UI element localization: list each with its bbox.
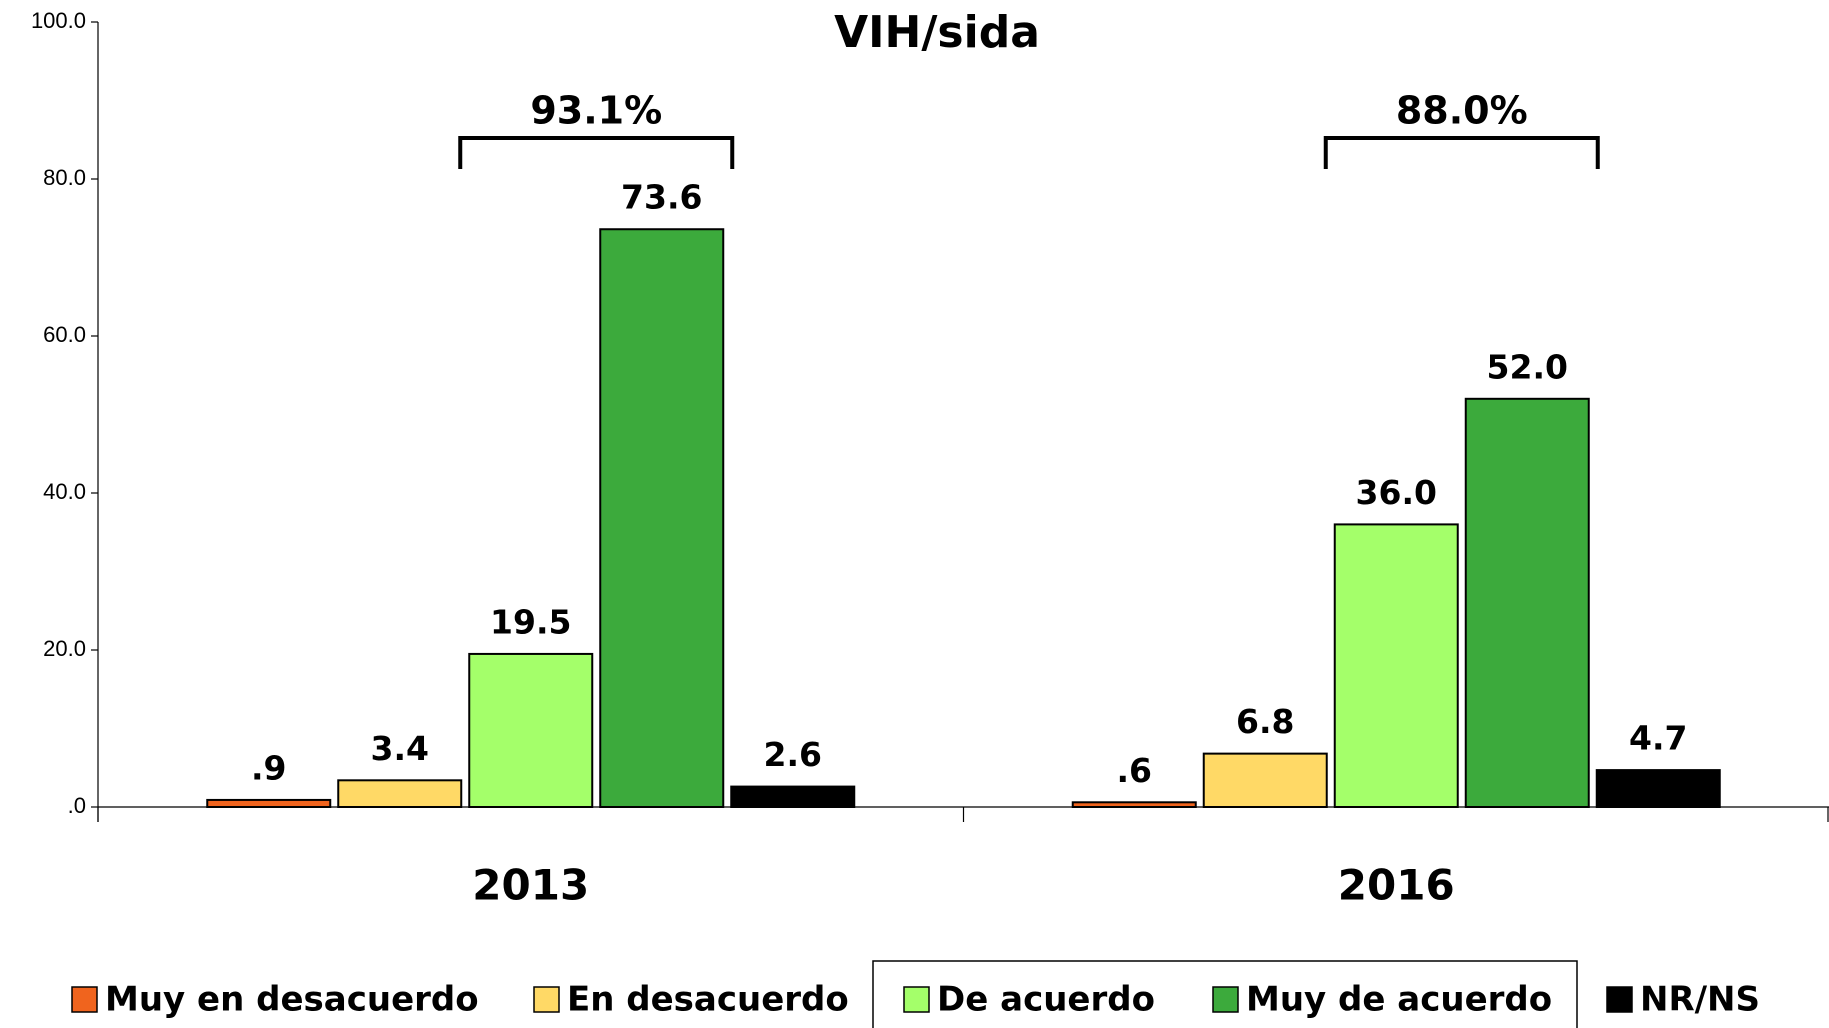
annotation: 93.1% — [530, 89, 662, 133]
value-label: 6.8 — [1236, 702, 1294, 741]
bar — [1333, 523, 1459, 809]
bar — [1071, 801, 1197, 808]
legend-frame — [872, 960, 1578, 1028]
y-tick-label: .0 — [68, 793, 86, 818]
legend-label: De acuerdo — [937, 980, 1155, 1020]
y-tick-label: 60.0 — [43, 322, 86, 347]
legend-swatch — [1212, 986, 1239, 1013]
bracket — [458, 136, 735, 169]
legend-swatch — [533, 986, 560, 1013]
value-label: .6 — [1117, 751, 1153, 790]
bar — [1595, 769, 1721, 808]
legend-swatch — [903, 986, 930, 1013]
y-tick-label: 20.0 — [43, 636, 86, 661]
bracket — [1323, 136, 1600, 169]
value-label: 36.0 — [1356, 473, 1437, 512]
value-label: 2.6 — [764, 735, 822, 774]
value-label: 4.7 — [1629, 719, 1687, 758]
bar — [1202, 752, 1328, 808]
legend-swatch — [1606, 986, 1633, 1013]
legend-label: Muy de acuerdo — [1246, 980, 1552, 1020]
legend-label: NR/NS — [1640, 980, 1760, 1020]
bar — [730, 785, 856, 809]
legend-label: En desacuerdo — [567, 980, 849, 1020]
value-label: .9 — [251, 748, 287, 787]
value-label: 3.4 — [371, 729, 429, 768]
x-tick-label: 2016 — [1338, 861, 1455, 910]
y-tick-label: 100.0 — [31, 8, 86, 33]
y-tick-label: 80.0 — [43, 165, 86, 190]
value-label: 73.6 — [621, 178, 702, 217]
annotation: 88.0% — [1396, 89, 1528, 133]
bar — [206, 798, 332, 808]
chart-title: VIH/sida — [834, 7, 1040, 58]
legend-swatch — [71, 986, 98, 1013]
bar — [468, 652, 594, 808]
y-tick-label: 40.0 — [43, 479, 86, 504]
bar — [337, 779, 463, 808]
bar — [1464, 397, 1590, 808]
value-label: 19.5 — [490, 602, 571, 641]
legend-label: Muy en desacuerdo — [105, 980, 479, 1020]
bar — [599, 228, 725, 809]
x-tick-label: 2013 — [472, 861, 589, 910]
value-label: 52.0 — [1487, 347, 1568, 386]
